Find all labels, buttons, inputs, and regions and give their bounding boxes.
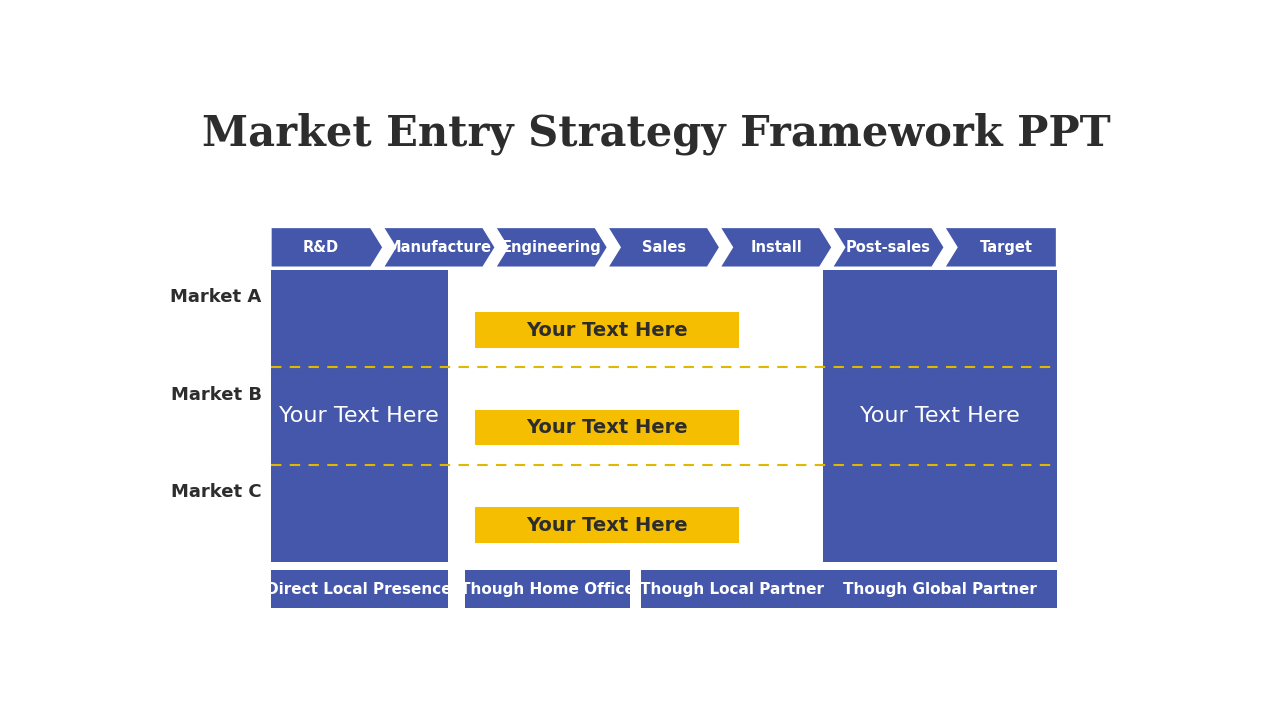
Text: Target: Target xyxy=(980,240,1033,255)
Text: Install: Install xyxy=(750,240,801,255)
Polygon shape xyxy=(945,228,1057,267)
Bar xyxy=(640,570,823,608)
Polygon shape xyxy=(719,228,832,267)
Text: Your Text Here: Your Text Here xyxy=(526,516,687,535)
Text: Though Local Partner: Though Local Partner xyxy=(640,582,823,597)
Polygon shape xyxy=(832,228,945,267)
Bar xyxy=(465,570,630,608)
Polygon shape xyxy=(383,228,495,267)
Text: Your Text Here: Your Text Here xyxy=(860,406,1020,426)
Text: R&D: R&D xyxy=(302,240,339,255)
Text: Your Text Here: Your Text Here xyxy=(526,418,687,437)
Bar xyxy=(271,270,448,562)
Text: Though Home Office: Though Home Office xyxy=(460,582,635,597)
Text: Market A: Market A xyxy=(170,288,261,306)
Text: Though Global Partner: Though Global Partner xyxy=(842,582,1037,597)
Polygon shape xyxy=(608,228,719,267)
Text: Market C: Market C xyxy=(172,483,261,501)
Polygon shape xyxy=(271,228,383,267)
Text: Market Entry Strategy Framework PPT: Market Entry Strategy Framework PPT xyxy=(202,113,1110,156)
Text: Manufacture: Manufacture xyxy=(387,240,492,255)
Bar xyxy=(475,410,739,446)
Text: Sales: Sales xyxy=(641,240,686,255)
Text: Post-sales: Post-sales xyxy=(846,240,931,255)
Bar xyxy=(823,270,1057,562)
Polygon shape xyxy=(495,228,608,267)
Bar xyxy=(823,570,1057,608)
Text: Engineering: Engineering xyxy=(502,240,602,255)
Bar xyxy=(271,570,448,608)
Bar xyxy=(475,312,739,348)
Text: Your Text Here: Your Text Here xyxy=(526,320,687,340)
Bar xyxy=(475,508,739,543)
Text: Market B: Market B xyxy=(170,385,261,403)
Text: Your Text Here: Your Text Here xyxy=(279,406,439,426)
Text: Direct Local Presence: Direct Local Presence xyxy=(266,582,452,597)
